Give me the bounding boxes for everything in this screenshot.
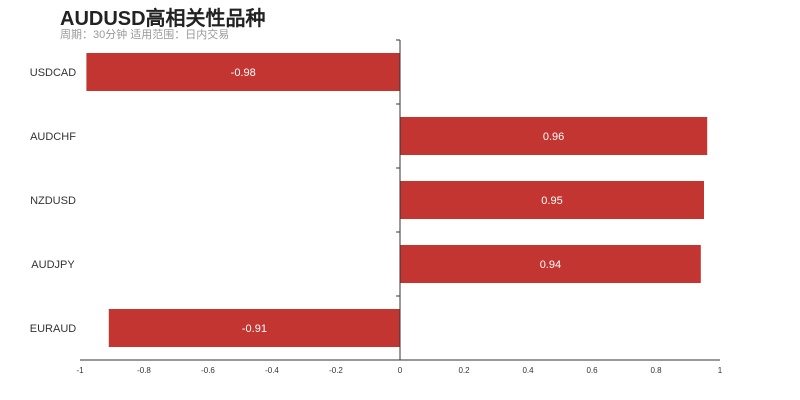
data-label: -0.98 [231, 67, 256, 79]
bar-usdcad [86, 53, 401, 91]
x-tick-label: -0.4 [265, 366, 279, 375]
y-tick-label: AUDCHF [30, 131, 76, 143]
x-tick-label: 0.6 [586, 366, 598, 375]
bar-audjpy [400, 245, 701, 283]
y-tick-label: AUDJPY [31, 259, 75, 271]
y-tick-label: NZDUSD [30, 195, 76, 207]
data-label: 0.96 [543, 131, 564, 143]
x-tick-label: -0.8 [137, 366, 151, 375]
chart-subtitle: 周期：30分钟 适用范围：日内交易 [60, 29, 230, 41]
bar-nzdusd [400, 181, 704, 219]
bar-euraud [108, 309, 401, 347]
y-tick-label: USDCAD [30, 67, 77, 79]
x-tick-label: -0.6 [201, 366, 215, 375]
x-tick-label: 0.2 [458, 366, 470, 375]
x-tick-label: 1 [718, 366, 723, 375]
bar-audchf [400, 117, 708, 155]
x-tick-label: -1 [76, 366, 84, 375]
x-tick-label: -0.2 [329, 366, 343, 375]
data-label: 0.95 [541, 195, 562, 207]
x-tick-label: 0.8 [650, 366, 662, 375]
data-label: -0.91 [242, 323, 267, 335]
x-tick-label: 0.4 [522, 366, 534, 375]
x-tick-label: 0 [398, 366, 403, 375]
chart-title: AUDUSD高相关性品种 [60, 8, 266, 30]
y-tick-label: EURAUD [30, 323, 77, 335]
data-label: 0.94 [540, 259, 561, 271]
